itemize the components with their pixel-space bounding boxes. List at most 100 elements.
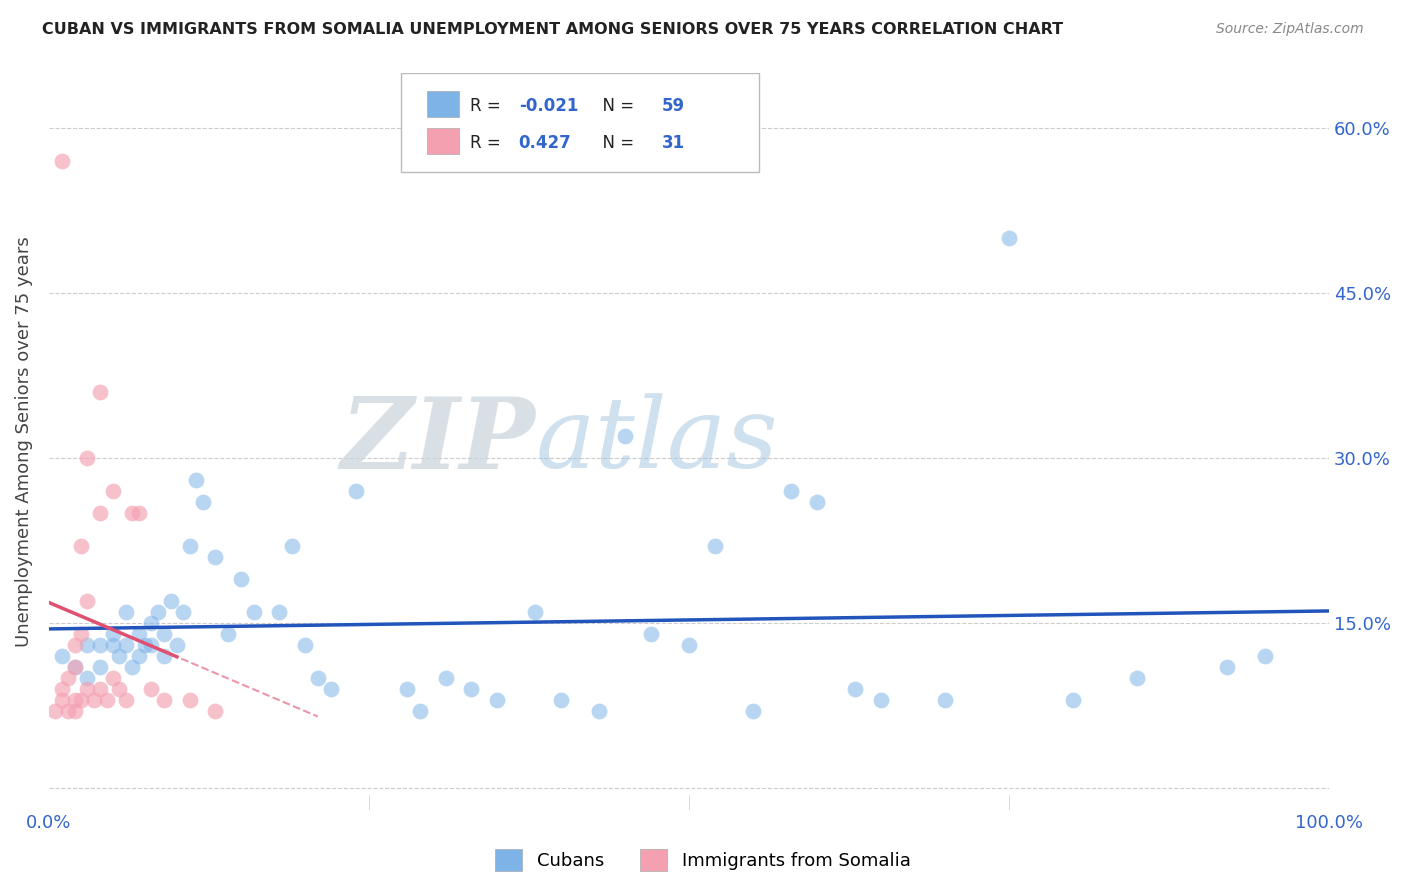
Point	[294, 638, 316, 652]
Point	[101, 638, 124, 652]
Point	[63, 638, 86, 652]
Point	[51, 648, 73, 663]
Point	[56, 704, 79, 718]
Point	[141, 638, 163, 652]
Point	[121, 659, 143, 673]
Y-axis label: Unemployment Among Seniors over 75 years: Unemployment Among Seniors over 75 years	[15, 235, 32, 647]
Point	[191, 494, 214, 508]
Point	[63, 692, 86, 706]
Point	[1215, 659, 1237, 673]
Point	[76, 593, 98, 607]
Point	[998, 231, 1021, 245]
Point	[703, 539, 725, 553]
Text: N =: N =	[592, 134, 640, 152]
Point	[166, 638, 188, 652]
Point	[934, 692, 956, 706]
Point	[51, 153, 73, 168]
Point	[229, 572, 252, 586]
Point	[1126, 671, 1149, 685]
Point	[101, 626, 124, 640]
Text: -0.021: -0.021	[519, 97, 578, 115]
Point	[70, 692, 93, 706]
FancyBboxPatch shape	[401, 73, 759, 172]
Point	[204, 549, 226, 564]
Point	[179, 692, 201, 706]
Point	[281, 539, 304, 553]
Text: 31: 31	[662, 134, 685, 152]
Point	[44, 704, 66, 718]
Text: 0.427: 0.427	[519, 134, 571, 152]
Point	[153, 648, 176, 663]
Point	[76, 671, 98, 685]
Point	[76, 681, 98, 696]
Point	[485, 692, 508, 706]
Point	[186, 473, 208, 487]
Point	[63, 704, 86, 718]
Point	[678, 638, 700, 652]
Point	[89, 384, 111, 399]
Point	[70, 626, 93, 640]
Point	[51, 692, 73, 706]
Text: ZIP: ZIP	[340, 393, 536, 490]
Point	[101, 483, 124, 498]
Point	[159, 593, 181, 607]
Point	[179, 539, 201, 553]
Point	[128, 648, 150, 663]
Point	[269, 605, 291, 619]
Text: Source: ZipAtlas.com: Source: ZipAtlas.com	[1216, 22, 1364, 37]
Point	[524, 605, 547, 619]
Text: atlas: atlas	[536, 393, 778, 489]
Point	[63, 659, 86, 673]
Point	[588, 704, 610, 718]
Point	[409, 704, 432, 718]
Point	[1254, 648, 1277, 663]
Point	[396, 681, 419, 696]
Point	[70, 539, 93, 553]
Point	[307, 671, 329, 685]
Point	[128, 626, 150, 640]
FancyBboxPatch shape	[426, 91, 458, 117]
Point	[51, 681, 73, 696]
Point	[89, 506, 111, 520]
Point	[108, 681, 131, 696]
Point	[114, 692, 136, 706]
Point	[242, 605, 264, 619]
Point	[108, 648, 131, 663]
Point	[780, 483, 803, 498]
Point	[141, 615, 163, 630]
Point	[844, 681, 866, 696]
Point	[101, 671, 124, 685]
Point	[550, 692, 572, 706]
Point	[89, 681, 111, 696]
Point	[172, 605, 194, 619]
Point	[217, 626, 239, 640]
Point	[76, 638, 98, 652]
Point	[614, 429, 637, 443]
Point	[319, 681, 342, 696]
Point	[89, 659, 111, 673]
Legend: Cubans, Immigrants from Somalia: Cubans, Immigrants from Somalia	[488, 842, 918, 879]
Point	[121, 506, 143, 520]
Point	[153, 692, 176, 706]
Point	[204, 704, 226, 718]
Point	[640, 626, 662, 640]
Text: R =: R =	[470, 134, 506, 152]
Point	[96, 692, 118, 706]
Point	[1062, 692, 1084, 706]
Text: 59: 59	[662, 97, 685, 115]
Point	[153, 626, 176, 640]
Point	[63, 659, 86, 673]
Point	[128, 506, 150, 520]
Point	[114, 638, 136, 652]
Point	[806, 494, 828, 508]
Text: CUBAN VS IMMIGRANTS FROM SOMALIA UNEMPLOYMENT AMONG SENIORS OVER 75 YEARS CORREL: CUBAN VS IMMIGRANTS FROM SOMALIA UNEMPLO…	[42, 22, 1063, 37]
Point	[146, 605, 169, 619]
Point	[114, 605, 136, 619]
Point	[141, 681, 163, 696]
Point	[870, 692, 893, 706]
Point	[89, 638, 111, 652]
FancyBboxPatch shape	[426, 128, 458, 154]
Text: R =: R =	[470, 97, 506, 115]
Point	[434, 671, 457, 685]
Point	[56, 671, 79, 685]
